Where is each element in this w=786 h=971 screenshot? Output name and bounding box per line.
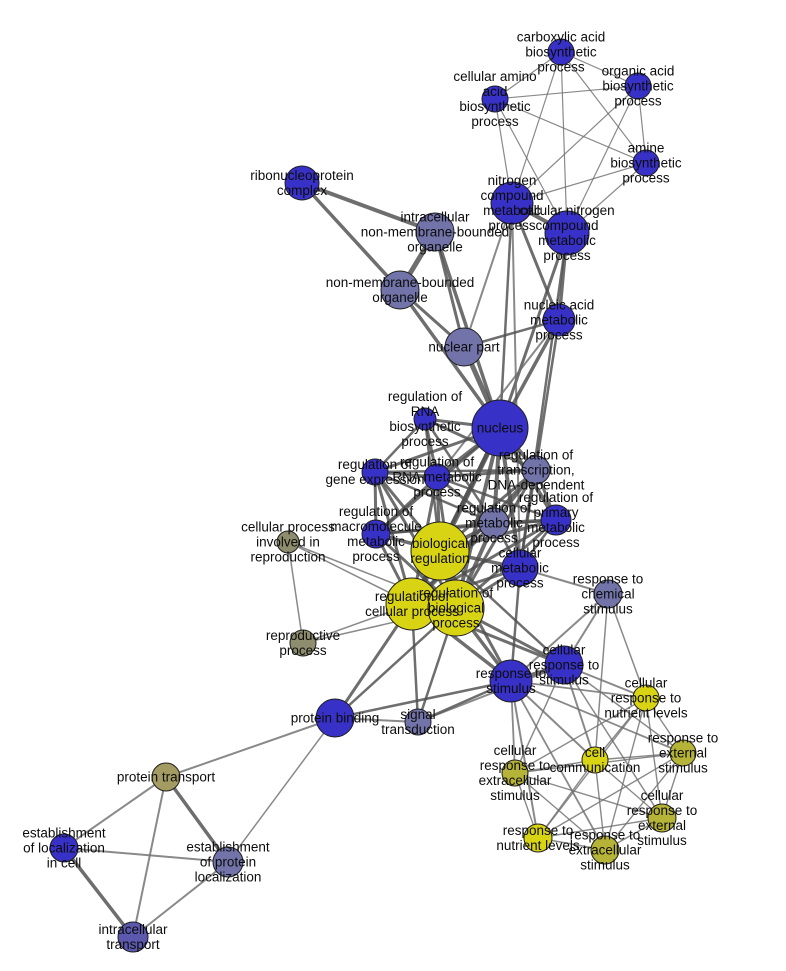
edge-ncm-nuc bbox=[498, 201, 514, 430]
node-ncm[interactable] bbox=[490, 181, 534, 225]
edge-epl-itr bbox=[132, 861, 229, 938]
edge-crnl-cress bbox=[514, 697, 647, 774]
edge-rtdna-rge bbox=[373, 468, 538, 474]
node-rextra[interactable] bbox=[590, 835, 620, 865]
edge-pb-ptr bbox=[165, 717, 336, 778]
edge-cc-rextra bbox=[594, 759, 606, 851]
edge-pb-epl bbox=[227, 717, 336, 863]
edge-ptr-elc bbox=[63, 776, 167, 849]
edge-elc-epl bbox=[63, 847, 229, 863]
edge-ca-am bbox=[560, 51, 647, 164]
node-rnp[interactable] bbox=[284, 165, 320, 201]
node-nmbo[interactable] bbox=[380, 270, 420, 310]
edge-cpir-repro bbox=[287, 541, 304, 644]
node-rmp[interactable] bbox=[478, 507, 510, 539]
node-cmp[interactable] bbox=[501, 549, 539, 587]
node-rmmp[interactable] bbox=[361, 519, 391, 549]
edge-ca-ncm bbox=[511, 51, 562, 204]
edge-res-rnl bbox=[537, 752, 684, 839]
edge-rpmp-rmmp bbox=[374, 518, 558, 536]
node-inmbo[interactable] bbox=[415, 212, 455, 252]
edge-rts-res bbox=[510, 680, 684, 754]
node-elc[interactable] bbox=[49, 833, 79, 863]
node-bioreg[interactable] bbox=[410, 521, 470, 581]
edge-ptr-itr bbox=[132, 776, 167, 938]
edge-cres-cress bbox=[514, 772, 663, 819]
node-rpmp[interactable] bbox=[540, 504, 572, 536]
node-pb[interactable] bbox=[315, 698, 355, 738]
node-repro[interactable] bbox=[289, 629, 317, 657]
node-cpir[interactable] bbox=[276, 530, 300, 554]
node-cc[interactable] bbox=[581, 746, 609, 774]
node-rge[interactable] bbox=[361, 458, 389, 486]
edge-ptr-epl bbox=[164, 775, 230, 864]
edge-rrmp-rpmp bbox=[435, 475, 558, 522]
edge-rts-rnl bbox=[510, 680, 539, 839]
edge-oa-cncm bbox=[566, 85, 639, 234]
edge-rchem-rts bbox=[510, 593, 609, 682]
edge-rge-rmp bbox=[373, 470, 496, 525]
edge-rnp-inmbo bbox=[300, 181, 437, 234]
edge-nam-rtdna bbox=[535, 319, 560, 471]
edge-cres-rnl bbox=[537, 817, 663, 839]
edge-ncm-nap bbox=[463, 202, 513, 348]
edge-rtdna-rrmp bbox=[435, 468, 538, 479]
node-cress[interactable] bbox=[501, 759, 529, 787]
node-nuc[interactable] bbox=[471, 399, 529, 457]
edge-ca-cncm bbox=[560, 51, 568, 234]
edge-rchem-cc bbox=[594, 593, 609, 761]
edge-cncm-nuc bbox=[498, 231, 569, 430]
node-rrbp[interactable] bbox=[413, 407, 437, 431]
node-crs[interactable] bbox=[544, 645, 584, 685]
node-rtdna[interactable] bbox=[521, 455, 551, 485]
node-am[interactable] bbox=[632, 149, 660, 177]
edge-rextra-cress bbox=[514, 772, 606, 851]
edge-ca-oa bbox=[560, 51, 639, 87]
edge-cc-cress bbox=[514, 759, 596, 774]
edge-elc-itr bbox=[62, 846, 135, 939]
edge-cc-rnl bbox=[537, 759, 596, 839]
edge-crs-res bbox=[563, 664, 684, 754]
node-nap[interactable] bbox=[444, 327, 484, 367]
edge-crnl-rextra bbox=[604, 697, 647, 851]
edge-nam-rrmp bbox=[436, 319, 560, 478]
edge-caa-cncm bbox=[494, 98, 568, 234]
edge-oa-ncm bbox=[511, 85, 639, 204]
edge-cres-cc bbox=[594, 759, 663, 819]
node-rbp[interactable] bbox=[427, 579, 485, 637]
edge-crnl-cres bbox=[645, 697, 663, 819]
node-cncm[interactable] bbox=[544, 210, 590, 256]
edge-ca-caa bbox=[494, 51, 562, 100]
node-st[interactable] bbox=[404, 708, 432, 736]
edge-rnp-nmbo bbox=[300, 181, 402, 292]
node-itr[interactable] bbox=[117, 921, 149, 953]
node-oa[interactable] bbox=[624, 72, 652, 100]
edges-layer bbox=[62, 51, 684, 939]
node-rrmp[interactable] bbox=[423, 463, 451, 491]
node-rts[interactable] bbox=[489, 659, 533, 703]
nodes-layer bbox=[49, 38, 697, 953]
edge-oa-caa bbox=[494, 85, 639, 100]
node-cres[interactable] bbox=[647, 803, 677, 833]
edge-caa-am bbox=[494, 98, 647, 164]
edge-rts-crnl bbox=[510, 680, 647, 699]
edge-am-ncm bbox=[511, 162, 647, 204]
node-epl[interactable] bbox=[212, 846, 244, 878]
node-ptr[interactable] bbox=[151, 762, 181, 792]
edge-rts-pb bbox=[333, 679, 513, 720]
node-ca[interactable] bbox=[547, 38, 575, 66]
node-caa[interactable] bbox=[481, 85, 509, 113]
node-rchem[interactable] bbox=[593, 579, 623, 609]
node-nam[interactable] bbox=[542, 303, 576, 337]
node-rnl[interactable] bbox=[523, 823, 553, 853]
node-res[interactable] bbox=[669, 739, 697, 767]
node-crnl[interactable] bbox=[632, 684, 660, 712]
labels-layer: carboxylic acid biosynthetic process organi… bbox=[22, 30, 718, 953]
edge-rchem-crnl bbox=[607, 593, 647, 699]
